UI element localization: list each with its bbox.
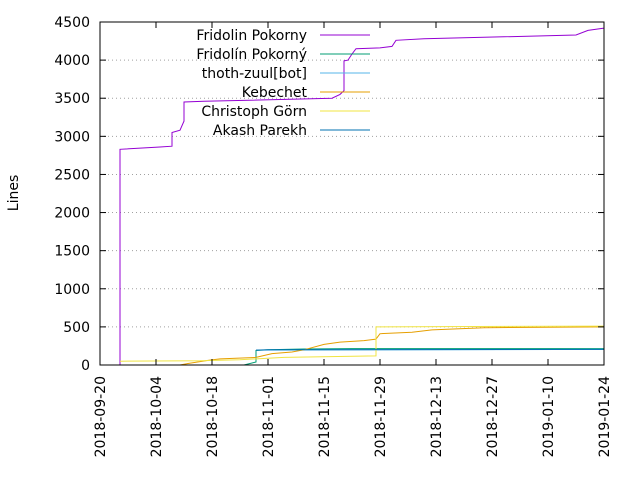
x-tick-label: 2019-01-24	[597, 376, 613, 457]
series-line-1	[119, 27, 605, 365]
legend-label: Fridolín Pokorný	[196, 47, 307, 63]
x-tick-label: 2018-09-20	[93, 376, 109, 457]
series-layer	[119, 27, 605, 366]
tick-layer: 0 500 1000 1500 2000 2500 3000 3500 4000 4500 2018…	[54, 15, 613, 457]
y-tick-label: 1500	[54, 244, 90, 260]
y-tick-label: 2500	[54, 167, 90, 183]
legend-label: Christoph Görn	[201, 104, 307, 120]
x-tick-label: 2018-12-27	[485, 376, 501, 457]
x-tick-label: 2018-10-18	[205, 376, 221, 457]
legend-label: thoth-zuul[bot]	[202, 66, 307, 82]
y-tick-label: 3000	[54, 129, 90, 145]
series-line-4	[179, 321, 605, 366]
legend-label: Fridolin Pokorny	[196, 28, 307, 44]
legend: Fridolin Pokorny Fridolín Pokorný thoth-zu…	[196, 28, 370, 139]
x-tick-label: 2018-12-13	[429, 376, 445, 457]
x-tick-label: 2018-11-01	[261, 376, 277, 457]
y-tick-label: 500	[63, 320, 90, 336]
y-tick-label: 3500	[54, 91, 90, 107]
y-axis-label: Lines	[6, 175, 22, 211]
series-line-5	[119, 325, 605, 362]
series-line-6	[255, 348, 605, 351]
y-tick-label: 2000	[54, 206, 90, 222]
x-tick-label: 2018-11-15	[317, 376, 333, 457]
x-tick-label: 2019-01-10	[541, 376, 557, 457]
y-tick-label: 4000	[54, 53, 90, 69]
y-tick-label: 4500	[54, 15, 90, 31]
plot-frame	[99, 21, 605, 366]
y-tick-label: 1000	[54, 282, 90, 298]
x-tick-label: 2018-10-04	[149, 376, 165, 457]
legend-label: Akash Parekh	[213, 123, 307, 139]
x-tick-label: 2018-11-29	[373, 376, 389, 457]
legend-label: Kebechet	[242, 85, 308, 101]
grid-layer	[100, 59, 604, 328]
y-tick-label: 0	[81, 358, 90, 374]
